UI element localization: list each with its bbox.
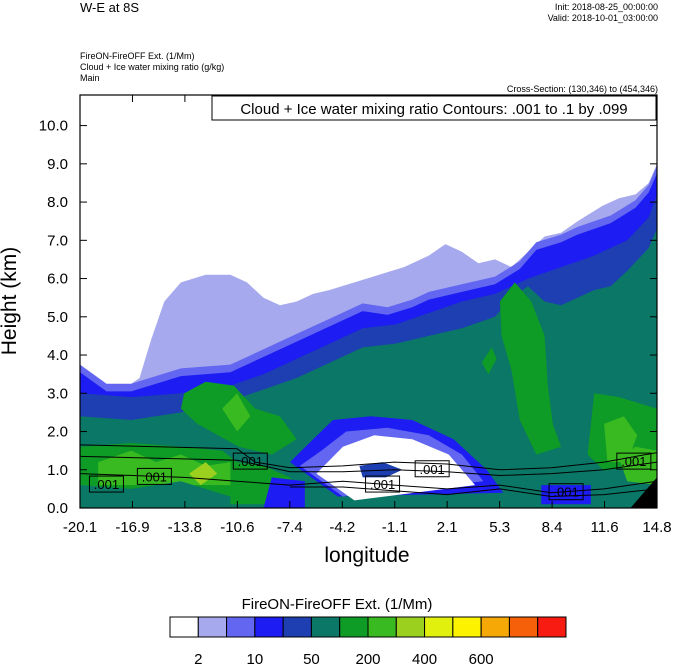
contour-label-box-3: [365, 475, 401, 493]
colorbar-swatch-4: [282, 616, 312, 638]
y-tick-label-3: 3.0: [47, 385, 68, 402]
contour-value-label-6: .001: [621, 454, 646, 469]
terrain-east: [630, 477, 657, 508]
shaded-field: [80, 163, 657, 508]
contour-label-box-0: [88, 475, 124, 493]
colorbar-label-4: 400: [412, 651, 437, 667]
colorbar-swatch-11: [480, 616, 510, 638]
colorbar-swatch-6: [339, 616, 369, 638]
x-axis: -20.1 -16.9 -13.8 -10.6 -7.4 -4.2 -1.1 2.1 5.3 8.…: [63, 95, 672, 536]
x-tick-label-10: 11.6: [590, 519, 618, 536]
y-tick-label-2: 2.0: [47, 424, 68, 441]
init-time: Init: 2018-08-25_00:00:00: [554, 2, 658, 12]
surface-yellowgreen-west: [189, 462, 218, 486]
x-tick-label-11: 14.8: [642, 519, 671, 536]
colorbar-swatch-0: [169, 616, 199, 638]
colorbar-title: FireON-FireOFF Ext. (1/Mm): [241, 596, 433, 613]
valid-time: Valid: 2018-10-01_03:00:00: [547, 13, 658, 23]
y-tick-label-1: 1.0: [47, 462, 68, 479]
colorbar-swatch-8: [395, 616, 426, 638]
contour-label-box-5: [548, 483, 584, 501]
contour-label-box-4: [414, 460, 450, 478]
contour-value-label-5: .001: [553, 485, 578, 500]
y-axis: 0.0 1.0 2.0 3.0 4.0 5.0 6.0 7.0 8.0 9.0 10.0: [39, 118, 657, 517]
colorbar-label-5: 600: [469, 651, 494, 667]
colorbar-swatch-7: [367, 616, 397, 638]
x-tick-label-8: 5.3: [489, 519, 510, 536]
patch-lightgreen-1: [222, 393, 251, 432]
plot-frame: [79, 94, 658, 509]
colorbar-label-3: 200: [355, 651, 380, 667]
x-tick-label-4: -7.4: [277, 519, 303, 536]
x-tick-label-1: -16.9: [115, 519, 149, 536]
x-tick-label-7: 2.1: [437, 519, 458, 536]
contour-line-3: [80, 473, 657, 494]
y-tick-label-4: 4.0: [47, 347, 68, 364]
x-tick-label-9: 8.4: [542, 519, 563, 536]
domain-label: Main: [80, 73, 100, 83]
patch-lightgreen-2: [604, 416, 638, 463]
patch-green-4: [481, 347, 497, 375]
x-tick-label-6: -1.1: [382, 519, 408, 536]
colorbar: [169, 616, 567, 638]
contour-label-box-1: [136, 467, 172, 485]
y-tick-label-6: 6.0: [47, 271, 68, 288]
contour-value-label-4: .001: [419, 462, 444, 477]
colorbar-label-1: 10: [247, 651, 264, 667]
contour-value-label-1: .001: [142, 469, 167, 484]
y-tick-label-9: 9.0: [47, 156, 68, 173]
x-tick-label-3: -10.6: [220, 519, 254, 536]
y-tick-label-10: 10.0: [39, 118, 68, 135]
field-name: FireON-FireOFF Ext. (1/Mm): [80, 51, 195, 61]
colorbar-swatch-10: [452, 616, 482, 638]
contour-info-label: Cloud + Ice water mixing ratio Contours:…: [240, 101, 627, 118]
contour-lines: [80, 444, 657, 498]
colorbar-swatch-3: [254, 616, 284, 638]
contour-label-box-2: [232, 452, 268, 470]
x-tick-label-0: -20.1: [63, 519, 97, 536]
y-tick-label-8: 8.0: [47, 194, 68, 211]
colorbar-swatch-5: [310, 616, 341, 638]
y-tick-label-7: 7.0: [47, 232, 68, 249]
contour-value-label-3: .001: [370, 477, 395, 492]
colorbar-label-0: 2: [194, 651, 202, 667]
colorbar-swatch-9: [424, 616, 454, 638]
colorbar-labels: 2 10 50 200 400 600: [194, 651, 494, 667]
patch-green-2: [499, 282, 562, 455]
colorbar-swatch-12: [508, 616, 539, 638]
contour-info-box: [211, 95, 657, 121]
x-axis-label: longitude: [324, 544, 409, 567]
cross-section-label: Cross-Section: (130,346) to (454,346): [506, 84, 658, 94]
contour-line-4: [290, 486, 657, 498]
contour-value-labels: .001 .001 .001 .001 .001 .001 .001: [88, 452, 652, 501]
surface-teal-west: [80, 481, 231, 508]
colorbar-label-2: 50: [303, 651, 320, 667]
contour-value-label-2: .001: [238, 454, 263, 469]
y-tick-label-5: 5.0: [47, 309, 68, 326]
colorbar-swatch-13: [537, 616, 567, 638]
x-tick-label-5: -4.2: [329, 519, 355, 536]
surface-navy-center: [359, 462, 403, 478]
surface-lightgreen-east: [619, 446, 657, 486]
contour-label-box-6: [616, 452, 652, 470]
y-axis-label: Height (km): [0, 247, 21, 356]
colorbar-swatch-2: [226, 616, 256, 638]
contour-line-1: [80, 444, 657, 471]
x-tick-label-2: -13.8: [168, 519, 202, 536]
contour-line-2: [80, 455, 657, 477]
plot-title: W-E at 8S: [80, 0, 140, 15]
colorbar-swatch-1: [197, 616, 228, 638]
y-tick-label-0: 0.0: [47, 500, 68, 517]
contour-value-label-0: .001: [94, 477, 119, 492]
contour-field-name: Cloud + Ice water mixing ratio (g/kg): [80, 62, 225, 72]
